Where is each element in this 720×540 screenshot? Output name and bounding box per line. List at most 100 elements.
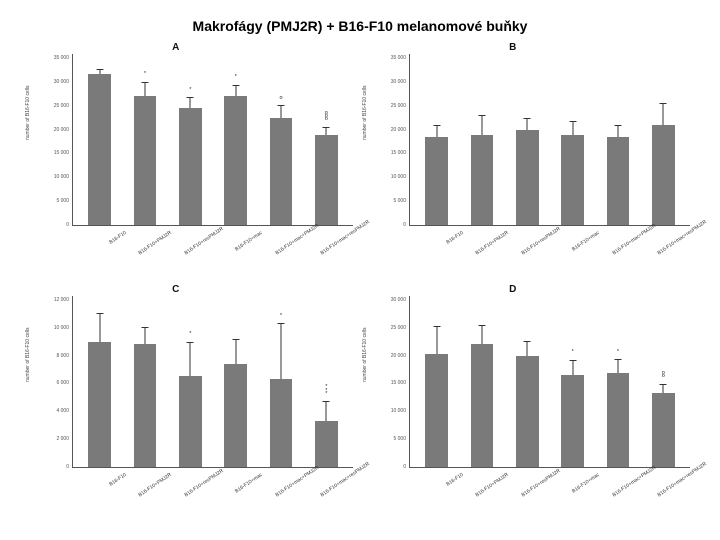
significance-marker: * bbox=[262, 315, 300, 318]
y-axis: 35 00030 00025 00020 00015 00010 0005 00… bbox=[30, 54, 72, 226]
bar bbox=[607, 373, 630, 467]
bar-group bbox=[508, 54, 546, 225]
x-tick-label: B16-F10+PMJ2R bbox=[475, 472, 530, 528]
bar-group bbox=[418, 54, 456, 225]
bar-group: * bbox=[171, 296, 209, 467]
y-tick-label: 20 000 bbox=[391, 128, 406, 133]
bar-group bbox=[463, 296, 501, 467]
chart-area: 35 00030 00025 00020 00015 00010 0005 00… bbox=[367, 54, 690, 226]
significance-marker: * bbox=[217, 76, 255, 79]
y-tick-label: 35 000 bbox=[54, 56, 69, 61]
x-tick-label: B16-F10 bbox=[429, 472, 484, 528]
bar bbox=[88, 342, 111, 467]
bar bbox=[315, 135, 338, 225]
plot-area: ***oooo bbox=[72, 54, 353, 226]
x-tick-label: B16-F10+PMJ2R bbox=[475, 230, 530, 286]
bar bbox=[270, 118, 293, 225]
y-tick-label: 10 000 bbox=[391, 409, 406, 414]
bar-group: ooo bbox=[307, 54, 345, 225]
y-axis-label: number of B16-F10 cells bbox=[362, 86, 368, 140]
bar-group: * bbox=[171, 54, 209, 225]
x-tick-label: B16-F10+resPMJ2R bbox=[183, 230, 238, 286]
y-tick-label: 20 000 bbox=[54, 128, 69, 133]
bar bbox=[224, 364, 247, 467]
y-tick-label: 30 000 bbox=[391, 80, 406, 85]
x-tick-label: B16-F10+mac+resPMJ2R bbox=[657, 230, 712, 286]
significance-marker: ooo bbox=[307, 112, 345, 122]
bar bbox=[652, 125, 675, 225]
y-axis-label: number of B16-F10 cells bbox=[25, 86, 31, 140]
x-tick-label: B16-F10+resPMJ2R bbox=[520, 230, 575, 286]
chart-area: 12 00010 0008 0006 0004 0002 0000number … bbox=[30, 296, 353, 468]
bar bbox=[561, 375, 584, 467]
page-title: Makrofágy (PMJ2R) + B16-F10 melanomové b… bbox=[0, 0, 720, 40]
y-tick-label: 15 000 bbox=[54, 151, 69, 156]
bar-group: *** bbox=[307, 296, 345, 467]
significance-marker: o bbox=[262, 97, 300, 100]
bar bbox=[88, 74, 111, 225]
bar-group: * bbox=[262, 296, 300, 467]
x-axis: B16-F10B16-F10+PMJ2RB16-F10+resPMJ2RB16-… bbox=[409, 226, 690, 268]
y-tick-label: 5 000 bbox=[393, 437, 406, 442]
y-tick-label: 10 000 bbox=[391, 175, 406, 180]
y-tick-label: 4 000 bbox=[56, 409, 69, 414]
significance-marker: * bbox=[126, 73, 164, 76]
bar bbox=[270, 379, 293, 467]
y-tick-label: 8 000 bbox=[56, 354, 69, 359]
x-axis: B16-F10B16-F10+PMJ2RB16-F10+resPMJ2RB16-… bbox=[72, 468, 353, 510]
y-tick-label: 2 000 bbox=[56, 437, 69, 442]
plot-area: **oo bbox=[409, 296, 690, 468]
bar bbox=[561, 135, 584, 225]
x-tick-label: B16-F10+mac bbox=[566, 472, 621, 528]
bar bbox=[134, 344, 157, 467]
x-tick-label: B16-F10 bbox=[429, 230, 484, 286]
bar-group: oo bbox=[644, 296, 682, 467]
bar-group bbox=[554, 54, 592, 225]
y-tick-label: 6 000 bbox=[56, 381, 69, 386]
significance-marker: * bbox=[554, 351, 592, 354]
x-axis: B16-F10B16-F10+PMJ2RB16-F10+resPMJ2RB16-… bbox=[409, 468, 690, 510]
x-tick-label: B16-F10+resPMJ2R bbox=[183, 472, 238, 528]
significance-marker: *** bbox=[307, 386, 345, 396]
chart-area: 35 00030 00025 00020 00015 00010 0005 00… bbox=[30, 54, 353, 226]
y-tick-label: 30 000 bbox=[54, 80, 69, 85]
x-tick-label: B16-F10+PMJ2R bbox=[138, 230, 193, 286]
significance-marker: * bbox=[171, 89, 209, 92]
y-tick-label: 30 000 bbox=[391, 298, 406, 303]
panel-c: C12 00010 0008 0006 0004 0002 0000number… bbox=[30, 282, 353, 510]
y-tick-label: 25 000 bbox=[391, 104, 406, 109]
y-tick-label: 0 bbox=[66, 223, 69, 228]
y-tick-label: 5 000 bbox=[56, 199, 69, 204]
significance-marker: * bbox=[171, 333, 209, 336]
bar-group bbox=[508, 296, 546, 467]
bar-group: * bbox=[554, 296, 592, 467]
bar bbox=[425, 137, 448, 225]
x-tick-label: B16-F10+mac bbox=[229, 472, 284, 528]
plot-area: ***** bbox=[72, 296, 353, 468]
y-axis-label: number of B16-F10 cells bbox=[25, 328, 31, 382]
y-tick-label: 25 000 bbox=[54, 104, 69, 109]
y-tick-label: 10 000 bbox=[54, 326, 69, 331]
y-tick-label: 0 bbox=[66, 465, 69, 470]
bar-group bbox=[644, 54, 682, 225]
y-tick-label: 5 000 bbox=[393, 199, 406, 204]
y-axis-label: number of B16-F10 cells bbox=[362, 328, 368, 382]
panel-a: A35 00030 00025 00020 00015 00010 0005 0… bbox=[30, 40, 353, 268]
bar bbox=[652, 393, 675, 467]
bar bbox=[315, 421, 338, 467]
bar-group bbox=[217, 296, 255, 467]
bar bbox=[134, 96, 157, 225]
y-tick-label: 15 000 bbox=[391, 381, 406, 386]
significance-marker: oo bbox=[644, 372, 682, 379]
bar-group bbox=[599, 54, 637, 225]
y-tick-label: 20 000 bbox=[391, 354, 406, 359]
x-tick-label: B16-F10 bbox=[92, 472, 147, 528]
bar-group bbox=[81, 296, 119, 467]
chart-grid: A 35 000 30 000 25 000 20 000 15 000 10 000 5 0… bbox=[0, 40, 720, 520]
panel-label: A bbox=[172, 42, 179, 53]
y-tick-label: 25 000 bbox=[391, 326, 406, 331]
y-axis: 35 00030 00025 00020 00015 00010 0005 00… bbox=[367, 54, 409, 226]
panel-label: D bbox=[509, 284, 516, 295]
panel-d: D30 00025 00020 00015 00010 0005 0000num… bbox=[367, 282, 690, 510]
panel-b: B35 00030 00025 00020 00015 00010 0005 0… bbox=[367, 40, 690, 268]
